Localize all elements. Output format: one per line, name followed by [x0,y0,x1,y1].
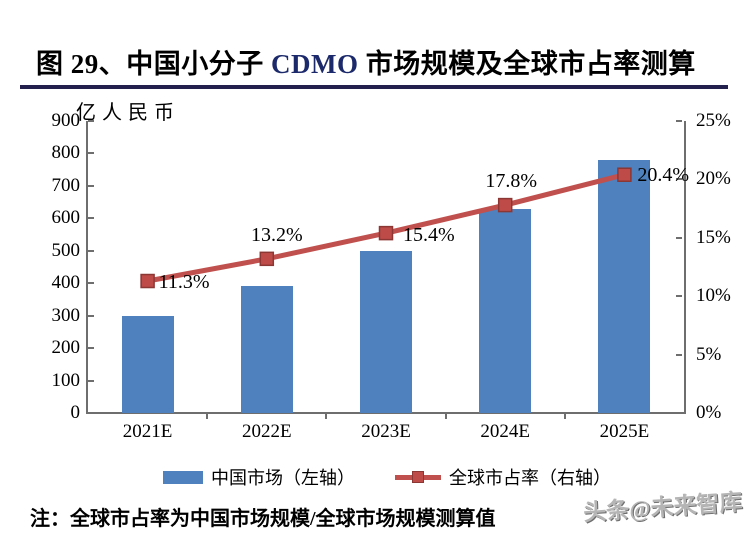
right-axis-tick-label: 20% [696,168,731,190]
right-axis-tick-label: 15% [696,226,731,248]
right-axis-tick-mark [676,353,682,356]
left-axis-tick-label: 900 [51,110,81,131]
x-axis-category-label: 2023E [361,421,411,442]
left-axis-tick-mark [88,249,94,252]
left-axis-tick-label: 400 [51,272,81,294]
x-axis-tick-mark [325,413,328,419]
right-axis-tick-label: 10% [696,285,731,307]
left-axis-tick-mark [88,120,94,122]
footnote: 注：全球市占率为中国市场规模/全球市场规模测算值 [30,508,496,530]
line-data-label: 11.3% [158,271,210,294]
x-axis-category-label: 2022E [241,421,292,442]
x-axis-category-label: 2021E [122,421,173,442]
x-axis-tick-mark [206,413,209,419]
left-axis-tick-label: 800 [51,142,81,164]
right-axis-tick-mark [676,412,682,414]
line-data-label: 20.4% [637,163,690,186]
x-axis-line [86,412,686,414]
bar [598,159,651,413]
x-axis-tick-mark [563,413,566,419]
left-axis-tick-mark [88,217,94,220]
x-axis-tick-mark [444,413,447,419]
line-marker [259,251,275,267]
left-axis-tick-mark [88,152,94,155]
left-axis-tick-label: 200 [51,337,81,359]
line-data-label: 13.2% [250,223,303,246]
line-swatch-icon [395,470,441,484]
figure-title-latin: CDMO [271,49,359,79]
line-marker [497,197,513,213]
right-axis-tick-mark [676,120,682,122]
figure-title: 图 29、中国小分子 CDMO 市场规模及全球市占率测算 [36,42,696,81]
bar [121,315,174,413]
left-axis-tick-label: 700 [51,174,81,196]
right-axis-tick-label: 25% [696,110,731,131]
left-axis-unit-label: 亿人民币 [76,102,180,124]
bar [479,208,532,413]
left-axis-tick-label: 500 [51,239,81,261]
right-axis-tick-mark [676,178,682,181]
right-axis-tick-mark [676,295,682,298]
right-axis-tick-label: 5% [696,343,722,365]
right-axis-tick-label: 0% [696,402,722,423]
line-marker [140,273,155,289]
legend-label-line: 全球市占率（右轴） [449,468,611,488]
left-axis-tick-mark [88,282,94,285]
legend-label-bar: 中国市场（左轴） [211,468,355,488]
left-axis-tick-mark [88,184,94,187]
right-axis-line [684,121,686,414]
figure-title-prefix: 图 29、中国小分子 [36,49,271,79]
left-axis-tick-mark [88,314,94,317]
left-axis-tick-label: 600 [51,207,81,229]
figure-title-suffix: 市场规模及全球市占率测算 [358,49,696,79]
legend-item-bar: 中国市场（左轴） [163,464,355,490]
line-marker [617,167,632,182]
right-axis-tick-mark [676,236,682,239]
left-axis-line [86,121,88,414]
title-underline [20,85,728,89]
bar [360,250,412,413]
left-axis-tick-mark [88,379,94,382]
line-data-label: 17.8% [485,170,538,193]
bar-swatch-icon [163,470,203,484]
x-axis-category-label: 2024E [480,421,530,442]
x-axis-category-label: 2025E [599,421,650,442]
line-data-label: 15.4% [403,224,455,247]
left-axis-tick-label: 0 [70,402,81,423]
left-axis-tick-label: 300 [51,304,81,326]
line-series [140,167,632,289]
line-marker [378,225,394,241]
left-axis-tick-mark [88,412,94,414]
left-axis-tick-mark [88,347,94,350]
legend-item-line: 全球市占率（右轴） [395,464,611,490]
legend: 中国市场（左轴） 全球市占率（右轴） [14,463,746,491]
bar [240,286,293,413]
left-axis-tick-label: 100 [51,369,81,391]
